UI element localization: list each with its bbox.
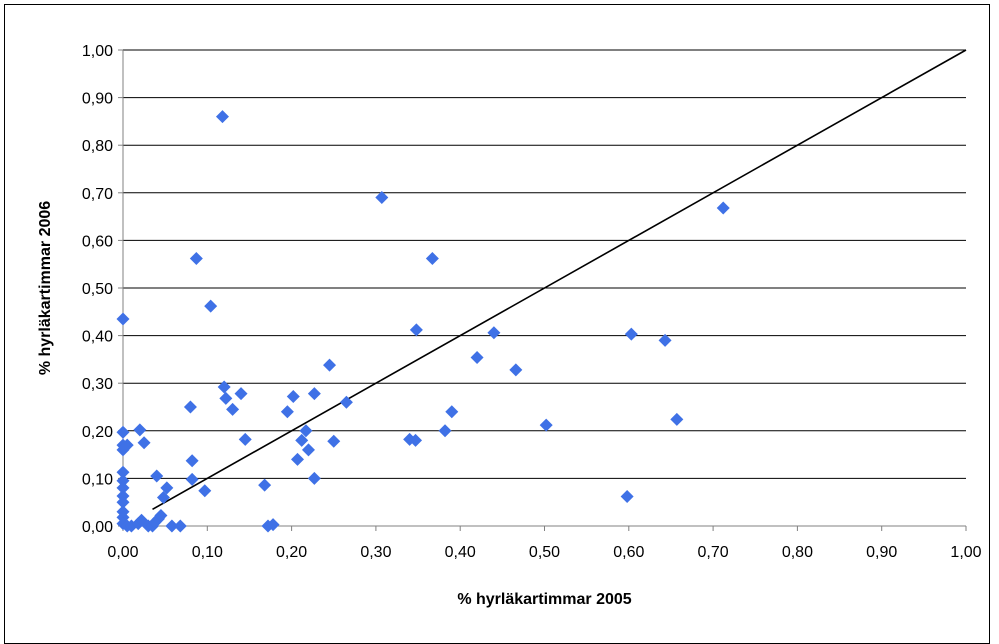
data-point [173, 519, 187, 533]
data-point [327, 434, 341, 448]
data-point [198, 484, 212, 498]
data-point [226, 402, 240, 416]
x-tick-label: 0,50 [529, 544, 560, 561]
y-tick-label: 0,60 [82, 233, 113, 250]
data-point [258, 478, 272, 492]
y-tick-label: 0,20 [82, 424, 113, 441]
data-point [120, 438, 134, 452]
data-point [116, 481, 130, 495]
data-point [234, 387, 248, 401]
data-point [217, 380, 231, 394]
data-point [307, 387, 321, 401]
data-point [323, 358, 337, 372]
data-point [445, 405, 459, 419]
data-point [307, 471, 321, 485]
y-tick-label: 0,00 [82, 519, 113, 536]
x-tick-label: 0,60 [613, 544, 644, 561]
x-tick-label: 0,00 [107, 544, 138, 561]
data-point [165, 519, 179, 533]
y-tick-label: 1,00 [82, 43, 113, 60]
data-point [185, 454, 199, 468]
data-point [204, 299, 218, 313]
data-point [425, 251, 439, 265]
data-point [238, 432, 252, 446]
data-point [286, 390, 300, 404]
data-point [658, 333, 672, 347]
x-tick-label: 0,40 [445, 544, 476, 561]
data-point [487, 326, 501, 340]
x-tick-label: 0,90 [866, 544, 897, 561]
x-tick-label: 0,30 [360, 544, 391, 561]
data-point [375, 191, 389, 205]
scatter-chart: 0,00 0,10 0,20 0,30 0,40 0,50 0,60 0,70 0,80 0,90… [37, 43, 982, 608]
trend-line-group [152, 49, 967, 511]
x-tick-label: 0,20 [276, 544, 307, 561]
trend-line [152, 49, 967, 511]
data-point [299, 424, 313, 438]
data-point [154, 509, 168, 523]
data-point [339, 395, 353, 409]
data-point [409, 433, 423, 447]
data-point [116, 425, 130, 439]
data-point [716, 201, 730, 215]
data-points [116, 110, 730, 533]
data-point [266, 518, 280, 532]
data-point [189, 251, 203, 265]
x-tick-label: 0,70 [698, 544, 729, 561]
data-point [301, 443, 315, 457]
data-point [137, 436, 151, 450]
data-point [116, 474, 130, 488]
data-point [116, 312, 130, 326]
data-point [539, 418, 553, 432]
data-point [183, 400, 197, 414]
data-point [116, 495, 130, 509]
x-tick-labels: 0,00 0,10 0,20 0,30 0,40 0,50 0,60 0,70 0,80 0,90… [107, 526, 982, 561]
chart-frame [4, 4, 990, 644]
data-point [620, 489, 634, 503]
x-tick-label: 1,00 [950, 544, 981, 561]
data-point [280, 405, 294, 419]
y-tick-label: 0,80 [82, 138, 113, 155]
y-tick-label: 0,90 [82, 91, 113, 108]
data-point [624, 327, 638, 341]
y-tick-label: 0,70 [82, 186, 113, 203]
x-tick-label: 0,80 [782, 544, 813, 561]
y-tick-label: 0,50 [82, 281, 113, 298]
y-tick-label: 0,10 [82, 471, 113, 488]
y-tick-labels: 0,00 0,10 0,20 0,30 0,40 0,50 0,60 0,70 0,80 0,90… [82, 43, 123, 536]
data-point [150, 469, 164, 483]
horizontal-grid [123, 49, 966, 479]
data-point [116, 465, 130, 479]
y-tick-label: 0,30 [82, 376, 113, 393]
data-point [219, 391, 233, 405]
data-point [185, 472, 199, 486]
data-point [291, 452, 305, 466]
data-point [509, 363, 523, 377]
data-point [670, 412, 684, 426]
x-tick-label: 0,10 [192, 544, 223, 561]
x-axis-title: % hyrläkartimmar 2005 [457, 591, 631, 608]
data-point [470, 350, 484, 364]
data-point [215, 110, 229, 124]
data-point [295, 433, 309, 447]
data-point [438, 424, 452, 438]
data-point [133, 423, 147, 437]
y-axis-title: % hyrläkartimmar 2006 [37, 201, 54, 375]
data-point [160, 481, 174, 495]
y-tick-label: 0,40 [82, 329, 113, 346]
data-point [409, 323, 423, 337]
